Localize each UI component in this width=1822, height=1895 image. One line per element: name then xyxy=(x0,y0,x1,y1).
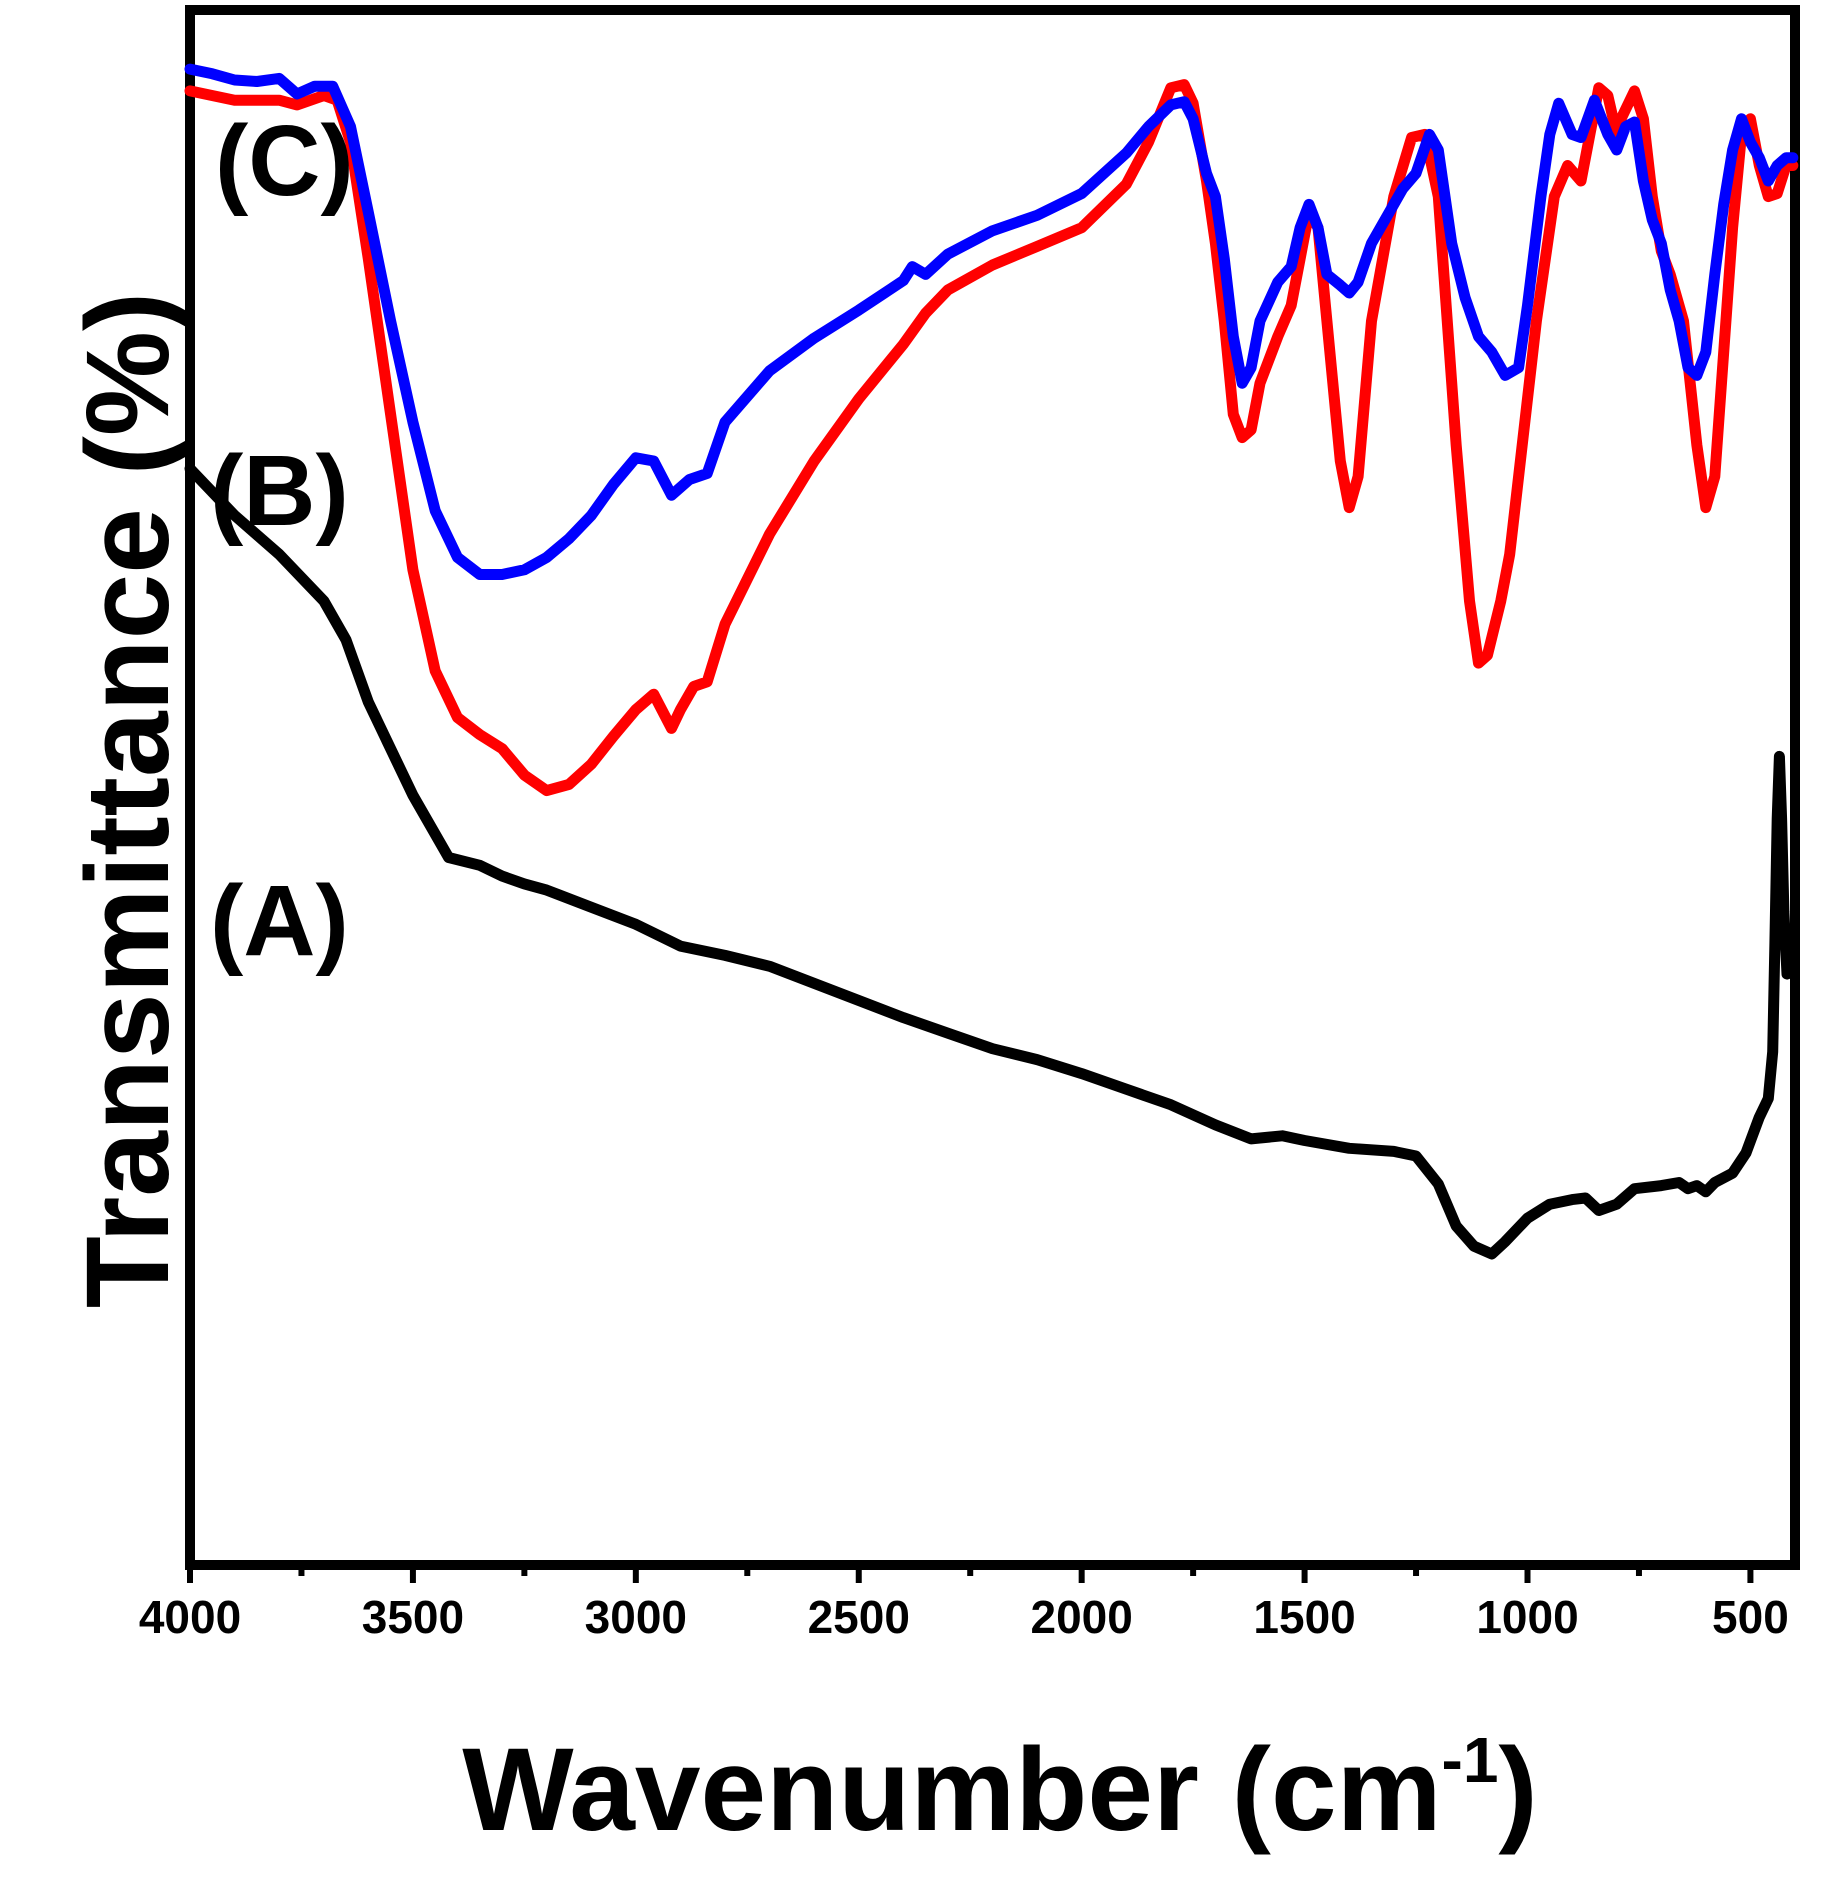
x-ticks: 4000 3500 3000 2500 2000 1500 1000 500 xyxy=(139,1565,1789,1643)
x-tick-label: 4000 xyxy=(139,1591,241,1643)
x-tick-label: 1000 xyxy=(1476,1591,1578,1643)
series-group xyxy=(184,63,1799,1260)
series-line-c xyxy=(184,63,1799,580)
series-label-b: (B) xyxy=(210,435,349,547)
x-axis-title-superscript: -1 xyxy=(1442,1724,1499,1796)
x-tick-label: 2000 xyxy=(1030,1591,1132,1643)
y-axis-title: Transmittance (%) xyxy=(62,292,194,1308)
x-tick-label: 3000 xyxy=(585,1591,687,1643)
x-axis-title-main: Wavenumber (cm xyxy=(462,1724,1441,1856)
series-line-a xyxy=(184,463,1794,1260)
x-tick-label: 1500 xyxy=(1253,1591,1355,1643)
x-tick-label: 500 xyxy=(1712,1591,1789,1643)
series-label-c: (C) xyxy=(215,105,354,217)
series-line-b xyxy=(184,79,1799,797)
x-tick-label: 3500 xyxy=(362,1591,464,1643)
x-axis-title: Wavenumber (cm-1) xyxy=(462,1724,1537,1856)
x-tick-label: 2500 xyxy=(808,1591,910,1643)
x-axis-title-close: ) xyxy=(1498,1724,1537,1856)
plot-frame xyxy=(185,5,1800,1570)
series-label-a: (A) xyxy=(210,865,349,977)
